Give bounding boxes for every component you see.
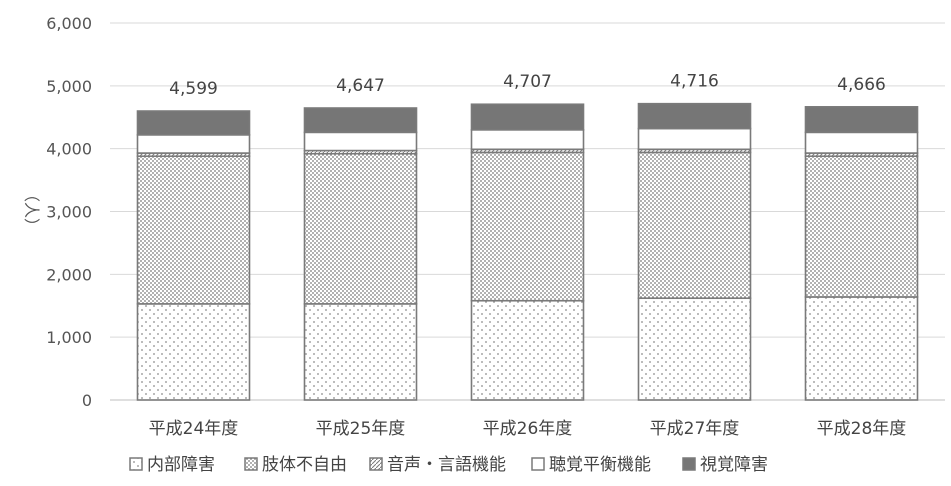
bar-segment-2 — [804, 155, 919, 298]
bar-segment-4 — [804, 131, 919, 154]
bar-total-label: 4,666 — [837, 75, 886, 95]
legend-swatch — [244, 457, 258, 471]
bar-segment-5 — [804, 106, 919, 134]
y-tick-label: 3,000 — [46, 203, 92, 222]
bar-segment-1 — [470, 299, 585, 401]
bar-segment-4 — [136, 134, 251, 154]
bar-segment-5 — [136, 110, 251, 136]
x-category-label: 平成25年度 — [316, 419, 406, 439]
bar-segment-2 — [136, 155, 251, 305]
bar-segment-1 — [303, 303, 418, 401]
legend-swatch — [369, 457, 383, 471]
bar-segment-4 — [470, 129, 585, 151]
legend-label: 視覚障害 — [700, 455, 768, 475]
bar-segment-2 — [637, 151, 752, 300]
legend-swatch — [682, 457, 696, 471]
bar-segment-4 — [637, 127, 752, 151]
bar-segment-5 — [303, 107, 418, 134]
y-tick-label: 0 — [82, 391, 92, 410]
legend-label: 内部障害 — [147, 455, 215, 475]
y-tick-label: 1,000 — [46, 328, 92, 347]
bar-segment-5 — [470, 103, 585, 131]
y-tick-label: 5,000 — [46, 77, 92, 96]
bar-segment-1 — [637, 297, 752, 401]
bar-total-label: 4,599 — [169, 79, 218, 99]
x-category-label: 平成28年度 — [817, 419, 907, 439]
bar-segment-1 — [804, 296, 919, 401]
total-labels: 4,599 4,647 4,707 4,716 4,666 — [169, 72, 886, 99]
bar-segment-2 — [470, 151, 585, 302]
bar-segment-4 — [303, 131, 418, 152]
x-category-label: 平成27年度 — [650, 419, 740, 439]
bar-segment-5 — [637, 102, 752, 130]
legend-label: 音声・言語機能 — [387, 455, 506, 475]
x-category-label: 平成26年度 — [483, 419, 573, 439]
legend: 内部障害 肢体不自由 音声・言語機能 聴覚平衡機能 視覚障害 — [129, 455, 768, 475]
y-tick-label: 6,000 — [46, 14, 92, 33]
bar-segment-1 — [136, 303, 251, 401]
y-tick-label: 2,000 — [46, 265, 92, 284]
bars — [136, 102, 919, 401]
bar-total-label: 4,647 — [336, 76, 385, 96]
x-axis-category-labels: 平成24年度 平成25年度 平成26年度 平成27年度 平成28年度 — [149, 419, 907, 439]
legend-swatch — [531, 457, 545, 471]
y-axis-tick-labels: 0 1,000 2,000 3,000 4,000 5,000 6,000 — [46, 14, 92, 410]
legend-label: 聴覚平衡機能 — [549, 455, 651, 475]
legend-label: 肢体不自由 — [262, 455, 347, 475]
y-axis-label: （人） — [22, 186, 41, 234]
bar-segment-2 — [303, 152, 418, 305]
legend-swatch — [129, 457, 143, 471]
y-tick-label: 4,000 — [46, 140, 92, 159]
bar-total-label: 4,716 — [670, 72, 719, 92]
bar-total-label: 4,707 — [503, 72, 552, 92]
x-category-label: 平成24年度 — [149, 419, 239, 439]
